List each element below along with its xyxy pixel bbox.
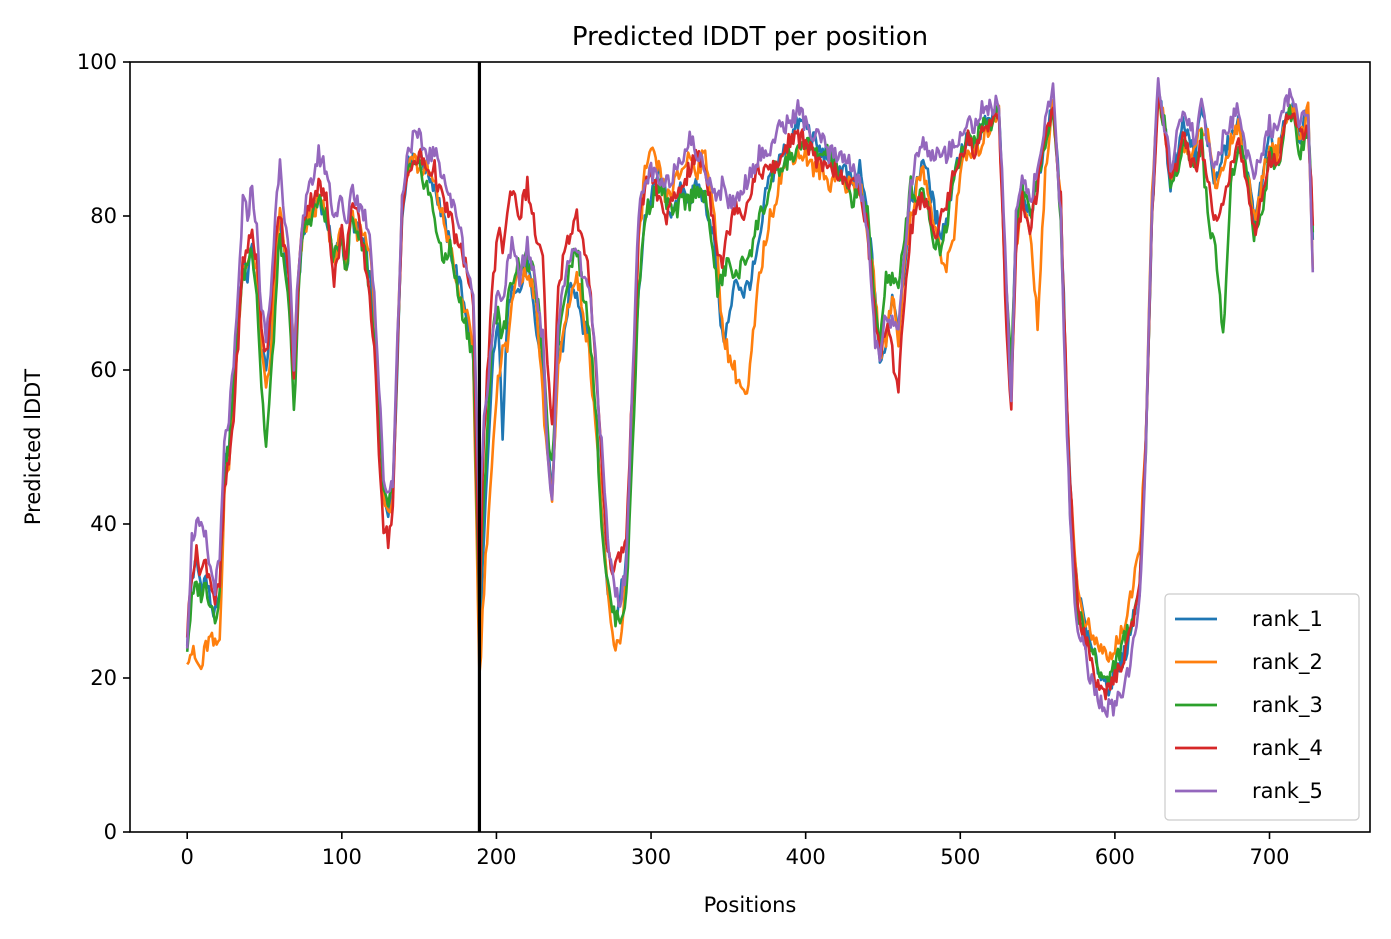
- x-tick-label: 600: [1095, 845, 1135, 869]
- y-tick-label: 20: [90, 666, 117, 690]
- series-line-rank_3: [185, 90, 1315, 688]
- series-line-rank_4: [185, 95, 1315, 701]
- ticks-layer: 0 100 200 300 400 500 600 700 0 20 40 60 80 100: [77, 50, 1290, 869]
- x-tick-label: 300: [631, 845, 671, 869]
- legend-label-rank_5: rank_5: [1252, 779, 1323, 804]
- plot-layer: [185, 62, 1315, 832]
- y-tick-label: 80: [90, 204, 117, 228]
- chart-title: Predicted lDDT per position: [572, 22, 928, 52]
- x-tick-label: 0: [181, 845, 194, 869]
- series-line-rank_5: [185, 76, 1315, 718]
- x-tick-label: 700: [1249, 845, 1289, 869]
- series-line-rank_2: [186, 93, 1315, 676]
- legend-label-rank_1: rank_1: [1252, 607, 1323, 632]
- x-axis-title: Positions: [704, 893, 797, 917]
- legend: rank_1 rank_2 rank_3 rank_4 rank_5: [1164, 593, 1360, 821]
- x-tick-label: 500: [940, 845, 980, 869]
- legend-label-rank_2: rank_2: [1252, 650, 1323, 675]
- legend-label-rank_4: rank_4: [1252, 736, 1323, 761]
- series-line-rank_1: [185, 91, 1315, 697]
- legend-label-rank_3: rank_3: [1252, 693, 1323, 718]
- x-tick-label: 100: [322, 845, 362, 869]
- y-tick-label: 40: [90, 512, 117, 536]
- x-tick-label: 200: [476, 845, 516, 869]
- plot-frame: [129, 61, 1371, 833]
- x-tick-label: 400: [786, 845, 826, 869]
- legend-box: [1164, 593, 1360, 821]
- y-axis-title: Predicted lDDT: [21, 369, 45, 525]
- y-tick-label: 0: [104, 820, 117, 844]
- y-tick-label: 100: [77, 50, 117, 74]
- y-tick-label: 60: [90, 358, 117, 382]
